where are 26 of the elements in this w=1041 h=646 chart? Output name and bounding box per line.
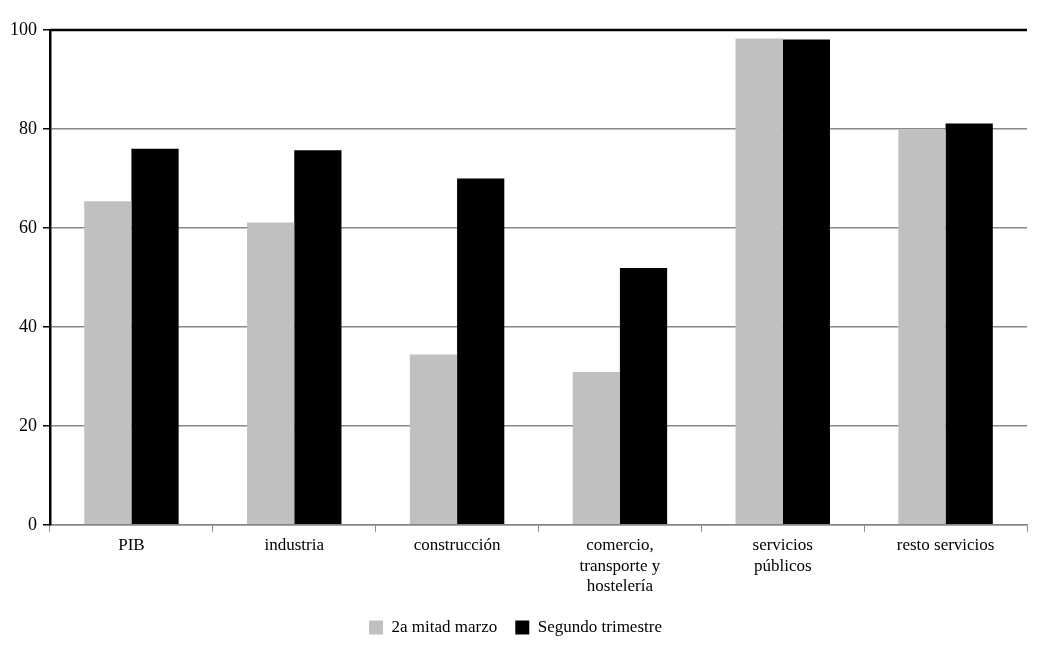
bar: [247, 222, 295, 525]
bar: [735, 38, 783, 525]
x-tick-label: construcción: [413, 535, 502, 555]
x-tick-label: industria: [264, 535, 325, 555]
bar: [572, 371, 620, 525]
x-tick-label: resto servicios: [896, 535, 995, 555]
bar: [294, 150, 342, 525]
x-tick-label: PIB: [118, 535, 145, 555]
bar: [619, 268, 668, 525]
bar: [945, 123, 993, 525]
bar: [898, 129, 946, 525]
y-tick-label: 40: [19, 315, 37, 336]
legend-label: Segundo trimestre: [537, 616, 662, 636]
y-tick-label: 0: [28, 513, 37, 534]
legend-label: 2a mitad marzo: [391, 616, 498, 636]
x-tick-label: servicios públicos: [752, 535, 813, 575]
bar: [84, 201, 132, 525]
bar: [131, 148, 179, 525]
y-tick-label: 20: [19, 414, 37, 435]
bar: [409, 354, 458, 525]
y-tick-label: 80: [19, 117, 37, 138]
y-tick-label: 100: [10, 18, 37, 39]
y-tick-label: 60: [19, 216, 37, 237]
bar: [457, 178, 505, 525]
bar: [782, 39, 830, 525]
x-tick-label: comercio, transporte y hostelería: [579, 535, 661, 596]
